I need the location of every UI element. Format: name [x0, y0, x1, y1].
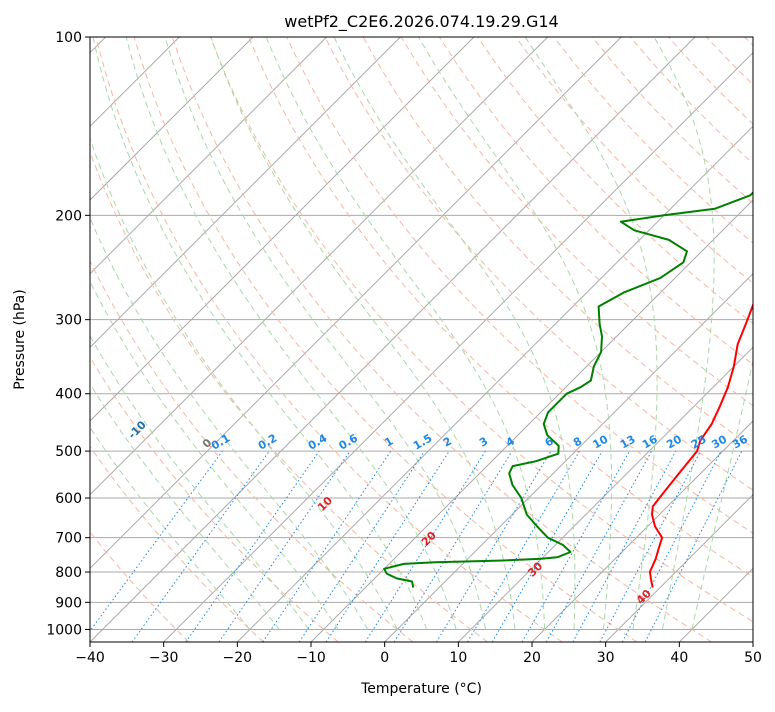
dry-adiabat-line	[58, 37, 488, 642]
mixing-ratio-line	[299, 451, 424, 642]
x-tick-label: 20	[523, 650, 541, 666]
mixing-ratio-line	[326, 451, 449, 642]
mixing-ratio-label: 0.2	[256, 432, 279, 453]
mixing-ratio-line	[132, 451, 269, 642]
mixing-ratio-line	[82, 451, 223, 642]
dry-adiabat-line	[554, 37, 775, 642]
moist-adiabat-line	[692, 37, 775, 629]
mixing-ratio-label: 16	[640, 432, 660, 451]
isotherm-line	[606, 37, 775, 642]
dry-adiabat-line	[0, 37, 264, 642]
moist-adiabat-line	[38, 37, 368, 629]
mixing-ratio-line	[546, 451, 651, 642]
y-tick-label: 1000	[46, 622, 82, 638]
y-tick-label: 900	[55, 595, 82, 611]
mixing-ratio-label: 1.5	[411, 432, 434, 453]
mixing-ratio-label: 0.4	[306, 431, 330, 452]
x-tick-label: 30	[597, 650, 615, 666]
plot-frame	[90, 37, 753, 642]
isotherm-line	[385, 37, 775, 642]
isotherm-line	[237, 37, 775, 642]
x-tick-label: 50	[744, 650, 762, 666]
dry-adiabat-line	[96, 37, 562, 642]
moist-adiabat-line	[654, 37, 714, 629]
moist-adiabat-line	[64, 37, 397, 629]
isotherm-line	[164, 37, 769, 642]
y-tick-label: 500	[55, 444, 82, 460]
mixing-ratio-line	[600, 451, 701, 642]
dry-adiabat-label: -20	[57, 404, 80, 427]
mixing-ratio-label: 25	[689, 433, 709, 452]
dry-adiabat-line	[668, 37, 775, 642]
x-axis-label: Temperature (°C)	[360, 681, 482, 697]
x-tick-label: 40	[670, 650, 688, 666]
mixing-ratio-line	[219, 451, 350, 642]
moist-adiabat-line	[419, 37, 612, 629]
moist-adiabat-line	[126, 37, 456, 629]
mixing-ratio-label: 3	[477, 435, 490, 450]
y-tick-label: 100	[55, 30, 82, 46]
isotherm-line	[90, 37, 695, 642]
x-tick-label: −10	[296, 650, 326, 666]
line-labels: 0.10.20.40.611.52346810131620253036-100-…	[0, 44, 750, 607]
mixing-ratio-line	[573, 451, 676, 642]
mixing-ratio-label: 20	[664, 432, 684, 451]
y-tick-label: 800	[55, 565, 82, 581]
isotherm-line	[311, 37, 775, 642]
mixing-ratio-label: 8	[571, 435, 584, 450]
y-axis-label: Pressure (hPa)	[12, 289, 28, 389]
mixing-ratio-label: 10	[591, 432, 611, 451]
dry-adiabat-line	[439, 37, 775, 642]
dry-adiabat-line	[707, 37, 775, 642]
isotherm-line	[0, 37, 474, 642]
dry-adiabat-line	[134, 37, 637, 642]
x-tick-label: −20	[223, 650, 253, 666]
dry-adiabat-line	[0, 37, 189, 642]
y-tick-label: 700	[55, 531, 82, 547]
x-tick-label: −30	[149, 650, 179, 666]
axes: −40 −30 −20 −10 0 10 20 30 40 50 100 200 300 400 500 60…	[46, 30, 762, 666]
isotherm-line	[458, 37, 775, 642]
isotherm-line	[0, 37, 327, 642]
y-tick-label: 600	[55, 491, 82, 507]
mixing-ratio-label: 0.1	[209, 432, 232, 453]
mixing-ratio-line	[263, 451, 391, 642]
mixing-ratio-label: 30	[709, 432, 729, 451]
moist-adiabat-line	[334, 37, 575, 629]
moist-adiabat-line	[93, 37, 427, 629]
dry-adiabat-label: -10	[126, 418, 149, 441]
x-tick-label: 10	[449, 650, 467, 666]
isotherm-line	[16, 37, 621, 642]
y-tick-label: 200	[55, 208, 82, 224]
y-tick-label: 400	[55, 387, 82, 403]
dry-adiabat-line	[0, 37, 338, 642]
dry-adiabat-line	[478, 37, 775, 642]
x-tick-label: 0	[380, 650, 389, 666]
mixing-ratio-label: 1	[382, 435, 395, 450]
isotherm-line	[753, 37, 775, 642]
dry-adiabat-line	[20, 37, 413, 642]
dry-adiabat-line	[592, 37, 775, 642]
isotherm-line	[0, 37, 400, 642]
dry-adiabat-line	[745, 37, 775, 642]
dry-adiabat-line	[516, 37, 775, 642]
moist-adiabat-line	[0, 37, 250, 629]
y-tick-label: 300	[55, 313, 82, 329]
x-tick-label: −40	[75, 650, 105, 666]
mixing-ratio-label: 13	[618, 433, 638, 452]
chart-title: wetPf2_C2E6.2026.074.19.29.G14	[284, 12, 558, 32]
isotherm-line	[679, 37, 775, 642]
moist-adiabat-line	[211, 37, 515, 629]
dry-adiabat-label: 30	[525, 559, 545, 579]
dry-adiabat-line	[211, 37, 775, 642]
